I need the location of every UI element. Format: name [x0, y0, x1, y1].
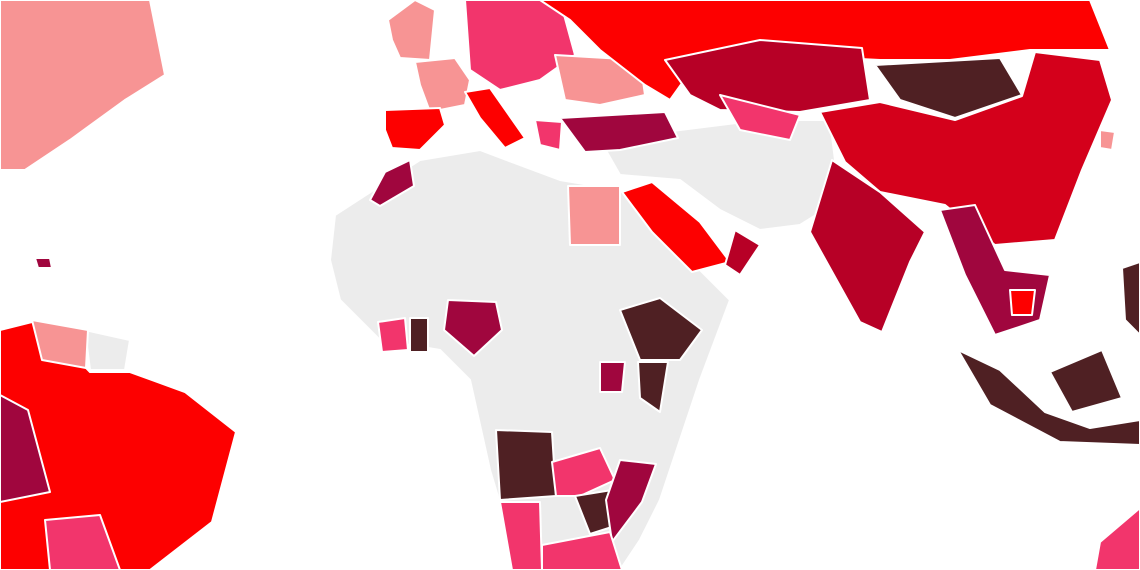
region-middle-east-base[interactable] — [599, 119, 841, 231]
region-colombia[interactable] — [31, 319, 89, 369]
region-france[interactable] — [414, 57, 471, 113]
region-spain[interactable] — [384, 107, 446, 151]
region-mozambique[interactable] — [605, 459, 657, 543]
region-philippines[interactable] — [1121, 261, 1140, 336]
region-zambia[interactable] — [551, 447, 616, 497]
region-south-africa[interactable] — [541, 531, 623, 570]
region-china[interactable] — [819, 51, 1113, 246]
region-angola[interactable] — [495, 429, 557, 501]
region-namibia[interactable] — [499, 501, 543, 570]
region-ethiopia[interactable] — [619, 297, 703, 361]
region-peru[interactable] — [0, 394, 51, 503]
region-nigeria[interactable] — [443, 299, 503, 357]
region-mongolia[interactable] — [874, 57, 1023, 119]
region-uk[interactable] — [387, 0, 436, 61]
region-india[interactable] — [809, 159, 926, 333]
region-uganda[interactable] — [599, 361, 626, 393]
region-turkey[interactable] — [559, 111, 679, 153]
region-ivory-coast[interactable] — [377, 317, 409, 353]
region-egypt[interactable] — [567, 185, 621, 246]
region-argentina-north[interactable] — [44, 514, 121, 570]
region-indonesia[interactable] — [957, 349, 1140, 446]
region-australia[interactable] — [1094, 507, 1140, 570]
region-greece[interactable] — [534, 119, 563, 151]
region-cambodia[interactable] — [1009, 289, 1036, 316]
region-morocco[interactable] — [369, 159, 415, 207]
region-caribbean-island[interactable] — [34, 257, 53, 269]
region-italy[interactable] — [464, 87, 526, 149]
region-borneo[interactable] — [1049, 349, 1123, 413]
region-south-america-north[interactable] — [84, 329, 131, 371]
region-ghana[interactable] — [409, 317, 429, 353]
region-north-america-east[interactable] — [0, 0, 166, 171]
region-central-asia[interactable] — [719, 94, 801, 141]
region-kazakhstan[interactable] — [664, 39, 871, 113]
region-japan[interactable] — [1099, 129, 1116, 151]
region-central-europe[interactable] — [464, 0, 576, 91]
region-oman[interactable] — [724, 229, 761, 276]
region-kenya[interactable] — [637, 361, 669, 413]
